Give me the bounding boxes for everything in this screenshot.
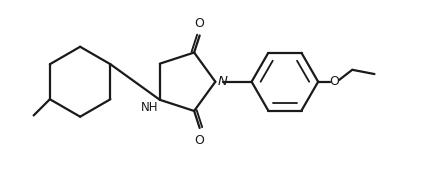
Text: NH: NH: [141, 101, 158, 115]
Text: O: O: [195, 133, 205, 147]
Text: O: O: [329, 75, 339, 88]
Text: N: N: [218, 75, 227, 88]
Text: O: O: [195, 17, 205, 30]
